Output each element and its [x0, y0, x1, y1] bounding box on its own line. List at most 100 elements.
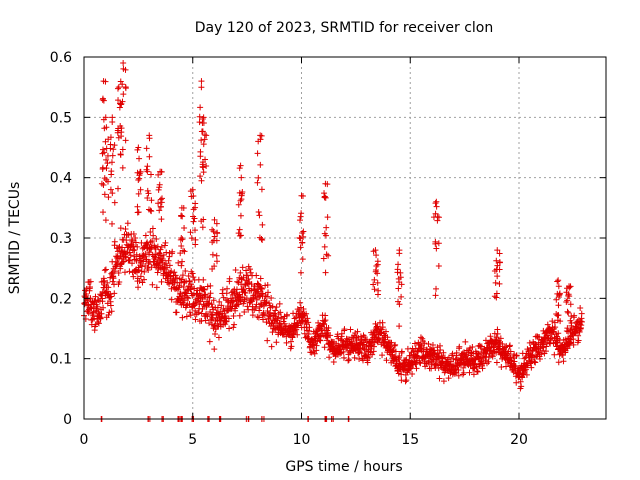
data-point: [200, 141, 207, 148]
data-point: [254, 150, 261, 157]
data-point: [299, 239, 306, 246]
data-point: [494, 247, 501, 254]
data-point: [473, 363, 480, 370]
data-point: [354, 328, 361, 335]
data-point: [570, 336, 577, 343]
data-point: [107, 302, 114, 309]
data-point: [155, 186, 162, 193]
data-point: [157, 168, 164, 175]
data-point: [161, 242, 168, 249]
data-point: [207, 290, 214, 297]
data-point: [321, 243, 328, 250]
data-point: [197, 173, 204, 180]
data-point: [383, 357, 390, 364]
data-point: [117, 225, 124, 232]
data-point: [236, 226, 243, 233]
data-point: [156, 181, 163, 188]
data-point: [507, 348, 514, 355]
data-point: [554, 317, 561, 324]
data-point: [553, 310, 560, 317]
data-point: [374, 270, 381, 277]
data-point: [300, 305, 307, 312]
data-point: [379, 352, 386, 359]
data-point: [105, 194, 112, 201]
data-point: [236, 312, 243, 319]
data-point: [209, 314, 216, 321]
data-point: [575, 337, 582, 344]
data-point: [109, 114, 116, 121]
data-point: [178, 235, 185, 242]
data-point: [125, 231, 132, 238]
data-point: [432, 210, 439, 217]
data-point: [121, 248, 128, 255]
data-point: [362, 351, 369, 358]
data-point: [102, 217, 109, 224]
data-point: [166, 281, 173, 288]
data-point: [195, 309, 202, 316]
data-point: [101, 191, 108, 198]
data-point: [108, 159, 115, 166]
data-point: [278, 314, 285, 321]
data-point: [493, 294, 500, 301]
data-point: [206, 320, 213, 327]
data-point: [225, 315, 232, 322]
data-point: [551, 351, 558, 358]
data-point: [162, 260, 169, 267]
data-point: [124, 220, 131, 227]
data-point: [538, 351, 545, 358]
data-point: [122, 137, 129, 144]
data-point: [416, 359, 423, 366]
data-point: [485, 354, 492, 361]
data-point: [515, 365, 522, 372]
data-point: [475, 350, 482, 357]
data-point: [513, 379, 520, 386]
data-point: [345, 356, 352, 363]
data-point: [111, 142, 118, 149]
data-point: [119, 98, 126, 105]
data-point: [146, 153, 153, 160]
data-point: [111, 238, 118, 245]
data-point: [173, 309, 180, 316]
data-point: [109, 278, 116, 285]
data-point: [178, 213, 185, 220]
data-point: [115, 84, 122, 91]
x-tick-label: 15: [401, 432, 419, 448]
data-point: [488, 337, 495, 344]
data-point: [87, 284, 94, 291]
data-point: [370, 343, 377, 350]
data-point: [532, 359, 539, 366]
y-tick-label: 0.2: [50, 291, 72, 307]
data-point: [248, 287, 255, 294]
data-point: [453, 349, 460, 356]
data-point: [200, 216, 207, 223]
data-point: [111, 290, 118, 297]
data-point: [141, 276, 148, 283]
data-point: [109, 152, 116, 159]
data-point: [190, 302, 197, 309]
data-point: [188, 235, 195, 242]
data-point: [129, 238, 136, 245]
data-point: [578, 322, 585, 329]
data-point: [255, 314, 262, 321]
data-point: [236, 165, 243, 172]
data-point: [178, 204, 185, 211]
y-tick-label: 0.3: [50, 231, 72, 247]
data-point: [192, 316, 199, 323]
data-point: [269, 303, 276, 310]
data-point: [119, 164, 126, 171]
data-point: [201, 132, 208, 139]
data-point: [162, 239, 169, 246]
data-point: [84, 296, 91, 303]
data-point: [391, 353, 398, 360]
data-point: [258, 186, 265, 193]
data-point: [257, 161, 264, 168]
data-point: [189, 270, 196, 277]
x-tick-label: 20: [510, 432, 528, 448]
data-point: [564, 308, 571, 315]
data-point: [252, 305, 259, 312]
data-point: [230, 313, 237, 320]
data-point: [511, 358, 518, 365]
data-point: [100, 275, 107, 282]
data-point: [156, 250, 163, 257]
data-point: [567, 336, 574, 343]
